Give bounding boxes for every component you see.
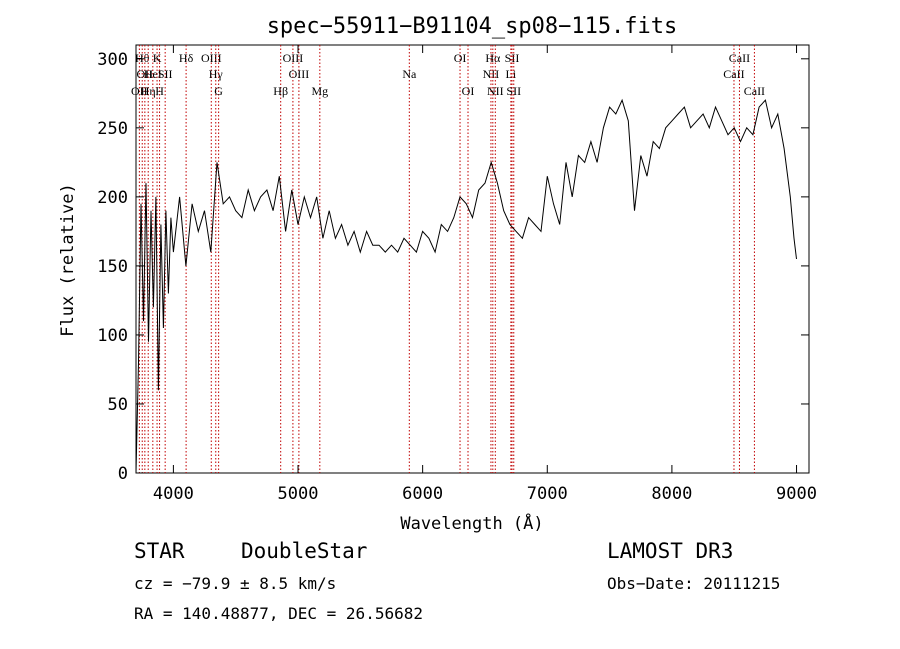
line-marker-label: OII <box>137 67 154 81</box>
y-tick-label: 100 <box>97 326 128 346</box>
x-tick-label: 4000 <box>153 484 194 504</box>
y-axis-ticks: 0 50 100 150 200 250 300 <box>97 50 809 484</box>
line-marker-label: G <box>214 84 223 98</box>
line-marker-label: OI <box>454 51 467 65</box>
line-marker-label: K <box>153 51 162 65</box>
line-marker-label: CaII <box>723 67 744 81</box>
line-marker-label: H <box>155 84 164 98</box>
y-tick-label: 250 <box>97 119 128 139</box>
line-marker-label: NII <box>483 67 500 81</box>
x-axis-label: Wavelength (Å) <box>400 512 543 534</box>
line-marker-label: Hβ <box>273 84 288 98</box>
x-tick-label: 7000 <box>527 484 568 504</box>
line-marker-label: NII <box>487 84 504 98</box>
line-marker-label: Li <box>506 67 517 81</box>
ra-dec-coordinates: RA = 140.48877, DEC = 26.56682 <box>134 604 423 623</box>
line-marker-label: Hδ <box>179 51 194 65</box>
y-tick-label: 50 <box>108 395 128 415</box>
redshift-cz: cz = −79.9 ± 8.5 km/s <box>134 574 336 593</box>
chart-title: spec−55911−B91104_sp08−115.fits <box>267 14 678 39</box>
y-axis-label: Flux (relative) <box>58 183 78 337</box>
line-marker-label: CaII <box>729 51 750 65</box>
x-tick-label: 6000 <box>402 484 443 504</box>
line-marker-label: OIII <box>201 51 222 65</box>
y-tick-label: 300 <box>97 50 128 70</box>
survey-name: LAMOST DR3 <box>607 539 733 563</box>
line-marker-label: OIII <box>289 67 310 81</box>
y-tick-label: 200 <box>97 188 128 208</box>
line-marker-label: SII <box>506 84 521 98</box>
x-axis-ticks: 4000 5000 6000 7000 8000 9000 <box>153 45 817 504</box>
line-marker-label: OII <box>131 84 148 98</box>
line-marker-label: Hθ <box>135 51 150 65</box>
line-marker-label: CaII <box>744 84 765 98</box>
y-tick-label: 0 <box>118 464 128 484</box>
line-marker-label: Hα <box>485 51 501 65</box>
line-marker-label: Mg <box>311 84 328 98</box>
spectrum-series-line <box>135 98 797 474</box>
line-marker-label: Hγ <box>209 67 224 81</box>
line-marker-label: Na <box>402 67 417 81</box>
object-class: STAR <box>134 539 185 563</box>
line-marker-label: Hη <box>141 84 156 98</box>
line-marker-label: SII <box>505 51 520 65</box>
line-marker-label: SII <box>158 67 173 81</box>
x-tick-label: 5000 <box>278 484 319 504</box>
plot-frame <box>135 44 810 474</box>
x-tick-label: 8000 <box>651 484 692 504</box>
observation-date: Obs−Date: 20111215 <box>607 574 780 593</box>
object-subclass: DoubleStar <box>241 539 367 563</box>
x-tick-label: 9000 <box>776 484 817 504</box>
line-marker-label: OI <box>462 84 475 98</box>
y-tick-label: 150 <box>97 257 128 277</box>
line-marker-label: OIII <box>283 51 304 65</box>
